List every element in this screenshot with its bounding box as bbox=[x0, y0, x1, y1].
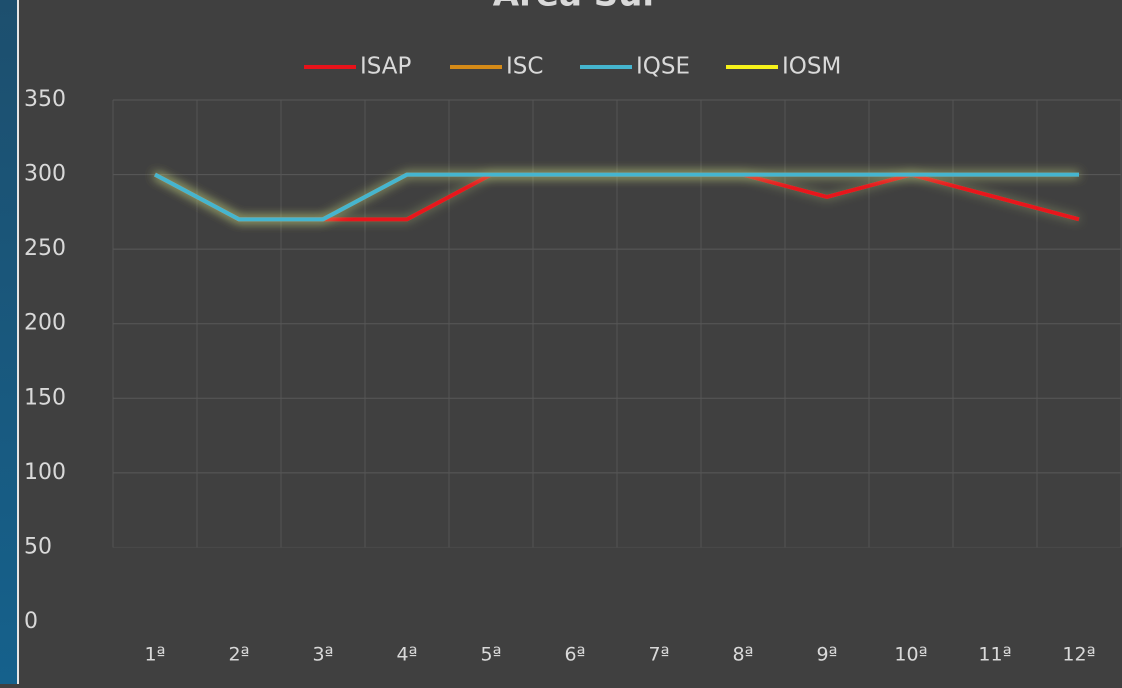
x-tick-label: 9ª bbox=[816, 644, 837, 666]
legend-label: ISAP bbox=[360, 54, 412, 80]
legend-label: IQSE bbox=[636, 54, 690, 80]
y-tick-label: 300 bbox=[24, 162, 66, 187]
y-tick-label: 350 bbox=[24, 87, 66, 112]
side-panel bbox=[0, 0, 17, 684]
legend: ISAP ISC IQSE IOSM bbox=[304, 54, 841, 80]
y-tick-label: 150 bbox=[24, 385, 66, 410]
x-tick-label: 10ª bbox=[894, 644, 927, 666]
x-tick-label: 11ª bbox=[978, 644, 1011, 666]
y-tick-label: 0 bbox=[24, 609, 38, 634]
chart-title: Área Sur bbox=[493, 0, 660, 15]
y-tick-label: 50 bbox=[24, 534, 52, 559]
x-tick-label: 1ª bbox=[144, 644, 165, 666]
x-tick-label: 4ª bbox=[396, 644, 417, 666]
series-line bbox=[154, 172, 1079, 222]
legend-label: IOSM bbox=[782, 54, 841, 80]
legend-label: ISC bbox=[506, 54, 543, 80]
x-tick-label: 6ª bbox=[564, 644, 585, 666]
x-tick-label: 3ª bbox=[312, 644, 333, 666]
y-tick-label: 250 bbox=[24, 236, 66, 261]
x-tick-label: 12ª bbox=[1062, 644, 1095, 666]
x-tick-label: 8ª bbox=[732, 644, 753, 666]
y-tick-label: 200 bbox=[24, 311, 66, 336]
x-tick-label: 5ª bbox=[480, 644, 501, 666]
y-tick-label: 100 bbox=[24, 460, 66, 485]
x-tick-label: 2ª bbox=[228, 644, 249, 666]
x-tick-label: 7ª bbox=[648, 644, 669, 666]
border bbox=[17, 0, 19, 684]
